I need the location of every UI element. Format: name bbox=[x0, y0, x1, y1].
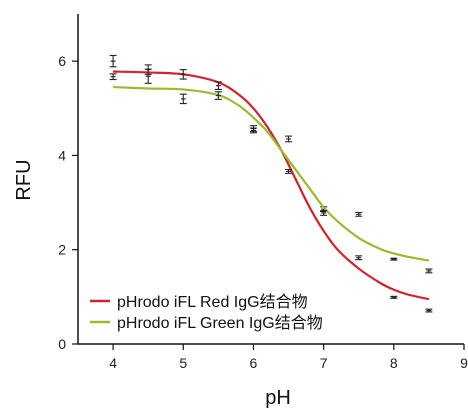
series-green bbox=[109, 68, 433, 274]
data-point-green bbox=[285, 169, 293, 174]
y-tick-label: 0 bbox=[58, 336, 66, 352]
data-point-red bbox=[214, 81, 222, 90]
y-ticks: 0 2 4 6 bbox=[58, 53, 78, 352]
x-tick-label: 6 bbox=[250, 355, 258, 371]
fit-line-green bbox=[113, 85, 430, 262]
x-tick-label: 8 bbox=[390, 355, 398, 371]
legend: pHrodo iFL Red IgG结合物 pHrodo iFL Green I… bbox=[90, 293, 323, 332]
legend-label-green: pHrodo iFL Green IgG结合物 bbox=[117, 314, 323, 332]
axes: 4 5 6 7 8 9 0 2 4 6 bbox=[58, 14, 468, 371]
data-point-red bbox=[390, 295, 398, 299]
series-layer bbox=[109, 54, 433, 313]
data-point-green bbox=[355, 211, 363, 217]
y-tick-label: 4 bbox=[58, 147, 66, 163]
legend-entry-green: pHrodo iFL Green IgG结合物 bbox=[90, 314, 323, 332]
y-axis-title: RFU bbox=[13, 159, 35, 200]
data-point-green bbox=[390, 257, 398, 261]
x-tick-label: 7 bbox=[320, 355, 328, 371]
x-tick-label: 5 bbox=[179, 355, 187, 371]
fit-line-red bbox=[113, 70, 430, 301]
data-point-red bbox=[425, 308, 433, 313]
data-point-red bbox=[109, 54, 117, 68]
data-point-green bbox=[214, 91, 222, 100]
data-point-red bbox=[285, 135, 293, 143]
y-tick-label: 2 bbox=[58, 242, 66, 258]
data-point-green bbox=[179, 93, 187, 105]
data-point-green bbox=[249, 127, 257, 134]
data-point-green bbox=[425, 268, 433, 274]
x-ticks: 4 5 6 7 8 9 bbox=[109, 344, 468, 371]
x-tick-label: 4 bbox=[109, 355, 117, 371]
x-tick-label: 9 bbox=[460, 355, 468, 371]
data-point-red bbox=[179, 69, 187, 80]
data-point-green bbox=[320, 210, 328, 216]
data-point-red bbox=[355, 255, 363, 261]
x-axis-title: pH bbox=[265, 387, 291, 409]
series-red bbox=[109, 54, 433, 313]
y-tick-label: 6 bbox=[58, 53, 66, 69]
legend-entry-red: pHrodo iFL Red IgG结合物 bbox=[90, 293, 308, 311]
data-point-green bbox=[144, 68, 152, 84]
legend-label-red: pHrodo iFL Red IgG结合物 bbox=[117, 293, 308, 311]
data-point-green bbox=[109, 73, 117, 81]
